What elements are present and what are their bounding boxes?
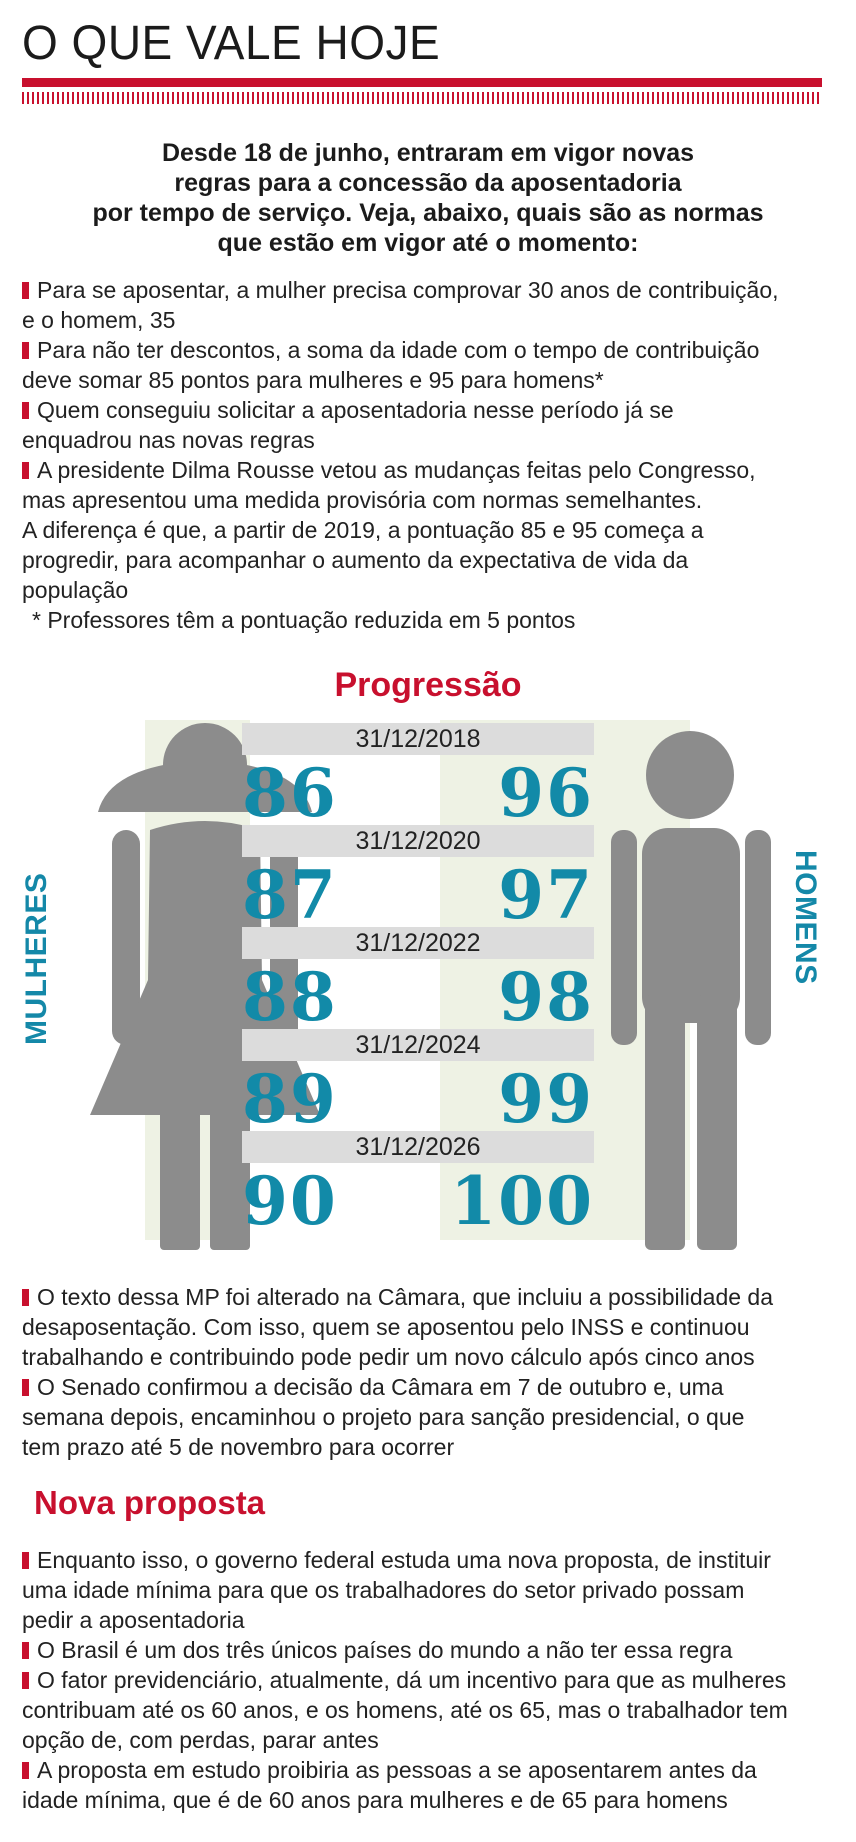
- bullet-marker: [22, 1642, 29, 1659]
- list-item-text: pedir a aposentadoria: [22, 1607, 245, 1633]
- date-band: 31/12/2020: [242, 825, 594, 857]
- intro-line: regras para a concessão da aposentadoria: [174, 169, 682, 197]
- date-band: 31/12/2022: [242, 927, 594, 959]
- figures-graphic: [90, 720, 771, 1250]
- list-item-text: O fator previdenciário, atualmente, dá u…: [37, 1667, 787, 1693]
- list-item: O Brasil é um dos três únicos países do …: [22, 1635, 832, 1665]
- men-points: 98: [498, 958, 594, 1036]
- list-item-text: mas apresentou uma medida provisória com…: [22, 487, 703, 513]
- list-item-text: Para não ter descontos, a soma da idade …: [37, 337, 760, 363]
- bullet-marker: [22, 462, 29, 479]
- bullet-marker: [22, 1289, 29, 1306]
- list-item-text: Enquanto isso, o governo federal estuda …: [37, 1547, 771, 1573]
- mp-changes-list: O texto dessa MP foi alterado na Câmara,…: [22, 1282, 832, 1462]
- bullet-marker: [22, 1672, 29, 1689]
- list-item-text: Quem conseguiu solicitar a aposentadoria…: [37, 397, 674, 423]
- list-item-text: trabalhando e contribuindo pode pedir um…: [22, 1344, 755, 1370]
- list-item: Quem conseguiu solicitar a aposentadoria…: [22, 395, 832, 455]
- label-mulheres: MULHERES: [20, 872, 53, 1045]
- list-item-text: tem prazo até 5 de novembro para ocorrer: [22, 1434, 455, 1460]
- list-item: A presidente Dilma Rousse vetou as mudan…: [22, 455, 832, 515]
- date-band: 31/12/2026: [242, 1131, 594, 1163]
- men-points: 99: [498, 1060, 594, 1138]
- bullet-marker: [22, 1552, 29, 1569]
- list-item: A proposta em estudo proibiria as pessoa…: [22, 1755, 832, 1815]
- list-item-text: O texto dessa MP foi alterado na Câmara,…: [37, 1284, 774, 1310]
- date-band: 31/12/2018: [242, 723, 594, 755]
- list-item-text: O Brasil é um dos três únicos países do …: [37, 1637, 733, 1663]
- list-item-text: contribuam até os 60 anos, e os homens, …: [22, 1697, 788, 1723]
- progressao-infographic: MULHERES HOMENS 31/12/2018 86 96 31/12/2…: [0, 720, 856, 1250]
- list-item-text: progredir, para acompanhar o aumento da …: [22, 547, 689, 573]
- list-item-text: O Senado confirmou a decisão da Câmara e…: [37, 1374, 724, 1400]
- women-points: 89: [242, 1060, 338, 1138]
- list-item-text: enquadrou nas novas regras: [22, 427, 315, 453]
- bullet-marker: [22, 1379, 29, 1396]
- list-item-text: uma idade mínima para que os trabalhador…: [22, 1577, 745, 1603]
- bullet-marker: [22, 402, 29, 419]
- men-points: 96: [498, 754, 594, 832]
- list-item-text: população: [22, 577, 129, 603]
- progressao-title: Progressão: [334, 666, 522, 704]
- date-band: 31/12/2024: [242, 1029, 594, 1061]
- list-item: O texto dessa MP foi alterado na Câmara,…: [22, 1282, 832, 1372]
- list-item: Enquanto isso, o governo federal estuda …: [22, 1545, 832, 1635]
- intro-line: que estão em vigor até o momento:: [217, 229, 639, 257]
- men-points: 97: [498, 856, 594, 934]
- list-item-text: e o homem, 35: [22, 307, 176, 333]
- footnote: * Professores têm a pontuação reduzida e…: [32, 607, 576, 633]
- man-figure-icon: [611, 731, 771, 1250]
- title-tick-rule: [22, 92, 822, 104]
- list-item: O Senado confirmou a decisão da Câmara e…: [22, 1372, 832, 1462]
- list-item-text: A diferença é que, a partir de 2019, a p…: [22, 517, 704, 543]
- bullet-marker: [22, 342, 29, 359]
- list-item-text: deve somar 85 pontos para mulheres e 95 …: [22, 367, 604, 393]
- page-title: O QUE VALE HOJE: [22, 15, 441, 70]
- list-item-text: Para se aposentar, a mulher precisa comp…: [37, 277, 779, 303]
- intro-line: por tempo de serviço. Veja, abaixo, quai…: [92, 199, 764, 227]
- list-paragraph: A diferença é que, a partir de 2019, a p…: [22, 515, 832, 605]
- women-points: 87: [242, 856, 338, 934]
- bullet-marker: [22, 1762, 29, 1779]
- intro-line: Desde 18 de junho, entraram em vigor nov…: [161, 139, 695, 167]
- label-homens: HOMENS: [789, 850, 822, 985]
- list-item-text: A proposta em estudo proibiria as pessoa…: [37, 1757, 757, 1783]
- men-points: 100: [450, 1162, 594, 1240]
- title-underline-bar: [22, 78, 822, 87]
- rules-list: Para se aposentar, a mulher precisa comp…: [22, 275, 832, 635]
- intro-text: Desde 18 de junho, entraram em vigor nov…: [20, 138, 836, 258]
- nova-proposta-title: Nova proposta: [34, 1484, 266, 1521]
- list-item-text: A presidente Dilma Rousse vetou as mudan…: [37, 457, 756, 483]
- list-item-text: opção de, com perdas, parar antes: [22, 1727, 379, 1753]
- women-points: 88: [242, 958, 338, 1036]
- list-item-text: idade mínima, que é de 60 anos para mulh…: [22, 1787, 728, 1813]
- women-points: 86: [242, 754, 338, 832]
- bullet-marker: [22, 282, 29, 299]
- list-item-text: desaposentação. Com isso, quem se aposen…: [22, 1314, 750, 1340]
- list-item: Para não ter descontos, a soma da idade …: [22, 335, 832, 395]
- nova-proposta-list: Enquanto isso, o governo federal estuda …: [22, 1545, 832, 1815]
- list-item-text: semana depois, encaminhou o projeto para…: [22, 1404, 745, 1430]
- women-points: 90: [242, 1162, 338, 1240]
- list-item: O fator previdenciário, atualmente, dá u…: [22, 1665, 832, 1755]
- list-item: Para se aposentar, a mulher precisa comp…: [22, 275, 832, 335]
